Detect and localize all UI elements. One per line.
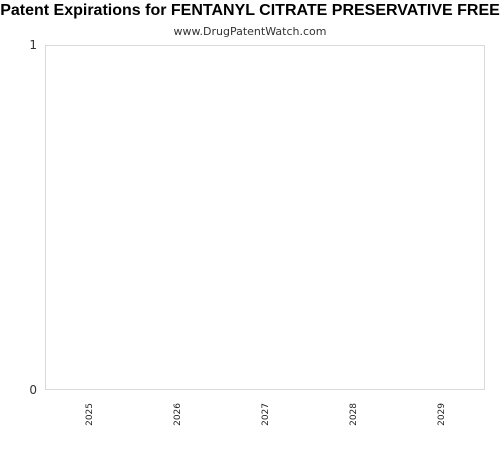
- x-tick-label: 2026: [173, 403, 183, 426]
- x-axis: 2025 2026 2027 2028 2029: [85, 403, 447, 426]
- x-tick-label: 2027: [261, 403, 271, 426]
- y-axis: 01: [29, 38, 37, 397]
- plot-frame: [46, 46, 485, 390]
- x-tick-label: 2029: [437, 403, 447, 426]
- x-tick-label: 2025: [85, 403, 95, 426]
- y-tick-label: 1: [29, 38, 37, 52]
- x-tick-label: 2028: [349, 403, 359, 426]
- y-tick-label: 0: [29, 383, 37, 397]
